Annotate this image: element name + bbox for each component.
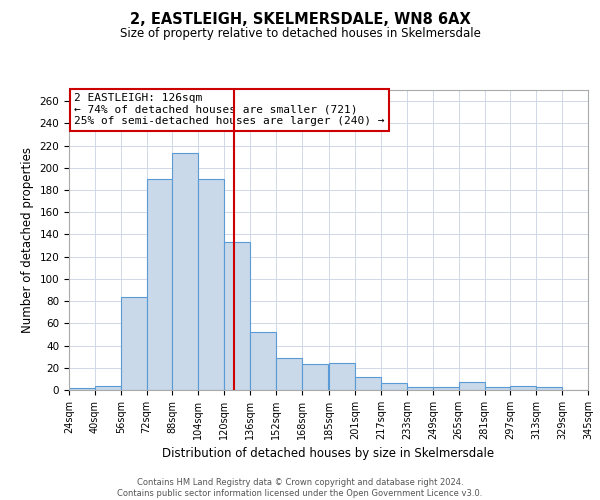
Text: 2, EASTLEIGH, SKELMERSDALE, WN8 6AX: 2, EASTLEIGH, SKELMERSDALE, WN8 6AX [130, 12, 470, 28]
Bar [146, 179, 172, 390]
Bar [95, 386, 121, 390]
Bar [407, 386, 433, 390]
Bar [250, 332, 276, 390]
Text: 2 EASTLEIGH: 126sqm
← 74% of detached houses are smaller (721)
25% of semi-detac: 2 EASTLEIGH: 126sqm ← 74% of detached ho… [74, 93, 385, 126]
Text: Contains HM Land Registry data © Crown copyright and database right 2024.
Contai: Contains HM Land Registry data © Crown c… [118, 478, 482, 498]
Bar [199, 179, 224, 390]
Text: Size of property relative to detached houses in Skelmersdale: Size of property relative to detached ho… [119, 28, 481, 40]
Y-axis label: Number of detached properties: Number of detached properties [21, 147, 34, 333]
Bar [485, 386, 511, 390]
Bar [121, 296, 146, 390]
Bar [69, 388, 95, 390]
Bar [458, 382, 485, 390]
Bar [276, 358, 302, 390]
Bar [172, 154, 199, 390]
X-axis label: Distribution of detached houses by size in Skelmersdale: Distribution of detached houses by size … [163, 448, 494, 460]
Bar [536, 386, 562, 390]
Bar [329, 364, 355, 390]
Bar [224, 242, 250, 390]
Bar [355, 376, 381, 390]
Bar [511, 386, 536, 390]
Bar [302, 364, 328, 390]
Bar [381, 384, 407, 390]
Bar [433, 386, 458, 390]
